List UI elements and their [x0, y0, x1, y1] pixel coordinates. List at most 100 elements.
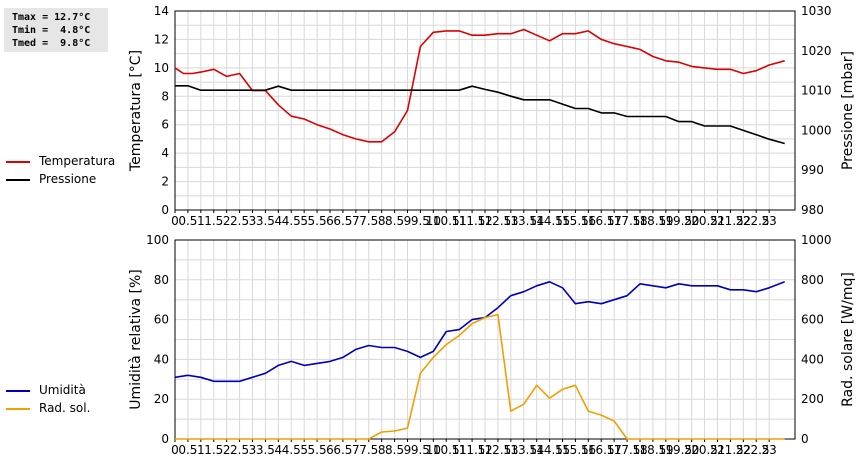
x-tick-label-bottom-31: 15.5	[562, 443, 589, 457]
x-tick-label-bottom-3: 1.5	[204, 443, 223, 457]
x-tick-label-bottom-28: 14	[529, 443, 544, 457]
x-tick-label-top-40: 20	[684, 214, 699, 228]
x-tick-label-bottom-32: 16	[581, 443, 596, 457]
x-tick-label-bottom-44: 22	[736, 443, 751, 457]
y2-tick-label-bottom-1: 200	[801, 392, 824, 406]
x-tick-label-top-27: 13.5	[510, 214, 537, 228]
x-tick-label-bottom-8: 4	[275, 443, 283, 457]
x-tick-label-top-15: 7.5	[359, 214, 378, 228]
chart-bottom: 0 0.5 1 1.5 2 2.5 3 3.5 4 4.5 5 5.5 6 6.5 7 7.5 8 8.5 9 9.5…	[128, 233, 856, 457]
x-tick-label-bottom-22: 11	[452, 443, 467, 457]
x-tick-label-top-12: 6	[326, 214, 334, 228]
x-tick-label-top-19: 9.5	[411, 214, 430, 228]
x-tick-label-bottom-0: 0	[171, 443, 179, 457]
x-tick-label-bottom-12: 6	[326, 443, 334, 457]
legend-swatch-umidita	[6, 390, 30, 392]
stats-box: Tmax = 12.7°C Tmin = 4.8°C Tmed = 9.8°C	[4, 8, 108, 52]
x-tick-label-top-22: 11	[452, 214, 467, 228]
x-tick-label-bottom-35: 17.5	[614, 443, 641, 457]
x-tick-label-bottom-36: 18	[632, 443, 647, 457]
x-tick-label-bottom-17: 8.5	[385, 443, 404, 457]
x-tick-label-bottom-39: 19.5	[665, 443, 692, 457]
y-tick-label-top-1: 2	[161, 175, 169, 189]
x-tick-label-top-24: 12	[477, 214, 492, 228]
y2-axis-title-top: Pressione [mbar]	[840, 51, 856, 170]
series-line-umidit	[174, 280, 785, 383]
chart-top: 0 0.5 1 1.5 2 2.5 3 3.5 4 4.5 5 5.5 6 6.5 7 7.5 8 8.5 9 9.5…	[128, 4, 856, 228]
x-tick-label-top-30: 15	[555, 214, 570, 228]
y-tick-label-top-0: 0	[161, 203, 169, 217]
x-tick-label-top-5: 2.5	[230, 214, 249, 228]
y-tick-label-top-6: 12	[154, 32, 169, 46]
x-tick-label-top-8: 4	[275, 214, 283, 228]
x-tick-label-bottom-5: 2.5	[230, 443, 249, 457]
x-tick-label-bottom-33: 16.5	[588, 443, 615, 457]
x-tick-label-bottom-42: 21	[710, 443, 725, 457]
x-tick-label-bottom-43: 21.5	[717, 443, 744, 457]
y2-tick-label-top-5: 1030	[801, 4, 832, 18]
y2-tick-label-bottom-0: 0	[801, 432, 809, 446]
x-tick-label-bottom-16: 8	[378, 443, 386, 457]
y-tick-label-bottom-0: 0	[161, 432, 169, 446]
x-tick-label-top-37: 18.5	[640, 214, 667, 228]
x-tick-label-top-33: 16.5	[588, 214, 615, 228]
x-tick-label-bottom-45: 22.5	[743, 443, 770, 457]
y-tick-label-top-7: 14	[154, 4, 169, 18]
x-tick-label-top-41: 20.5	[691, 214, 718, 228]
x-tick-label-top-6: 3	[249, 214, 257, 228]
x-tick-label-top-23: 11.5	[459, 214, 486, 228]
legend-label-pressione: Pressione	[39, 172, 97, 186]
x-tick-label-bottom-14: 7	[352, 443, 360, 457]
x-tick-label-bottom-27: 13.5	[510, 443, 537, 457]
y2-tick-label-bottom-3: 600	[801, 313, 824, 327]
legend-swatch-pressione	[6, 179, 30, 181]
x-tick-label-top-16: 8	[378, 214, 386, 228]
x-tick-label-bottom-21: 10.5	[433, 443, 460, 457]
x-tick-label-top-28: 14	[529, 214, 544, 228]
x-tick-label-top-21: 10.5	[433, 214, 460, 228]
x-tick-label-top-11: 5.5	[308, 214, 327, 228]
x-tick-label-top-10: 5	[300, 214, 308, 228]
x-tick-label-bottom-46: 23	[762, 443, 777, 457]
tmax-text: Tmax = 12.7°C	[12, 12, 91, 23]
x-tick-label-top-45: 22.5	[743, 214, 770, 228]
y2-axis-title-bottom: Rad. solare [W/mq]	[840, 272, 856, 407]
x-tick-label-top-44: 22	[736, 214, 751, 228]
legend-label-umidita: Umidità	[39, 383, 86, 397]
x-tick-label-bottom-38: 19	[658, 443, 673, 457]
x-tick-label-top-4: 2	[223, 214, 231, 228]
x-tick-label-top-39: 19.5	[665, 214, 692, 228]
y2-tick-label-bottom-4: 800	[801, 273, 824, 287]
x-tick-label-bottom-4: 2	[223, 443, 231, 457]
y2-tick-label-top-2: 1000	[801, 123, 832, 137]
x-tick-label-bottom-19: 9.5	[411, 443, 430, 457]
x-tick-label-top-14: 7	[352, 214, 360, 228]
x-tick-label-bottom-30: 15	[555, 443, 570, 457]
x-tick-label-bottom-18: 9	[404, 443, 412, 457]
x-tick-label-top-9: 4.5	[282, 214, 301, 228]
y-tick-label-top-3: 6	[161, 118, 169, 132]
x-tick-label-top-46: 23	[762, 214, 777, 228]
y2-tick-label-bottom-5: 1000	[801, 233, 832, 247]
y2-tick-label-bottom-2: 400	[801, 352, 824, 366]
series-line-rad-sol	[175, 313, 785, 440]
x-tick-label-bottom-2: 1	[197, 443, 205, 457]
x-tick-label-top-34: 17	[607, 214, 622, 228]
x-tick-label-top-20: 10	[426, 214, 441, 228]
x-tick-label-top-18: 9	[404, 214, 412, 228]
x-tick-label-top-29: 14.5	[536, 214, 563, 228]
y-tick-label-bottom-1: 20	[154, 392, 169, 406]
x-tick-label-bottom-29: 14.5	[536, 443, 563, 457]
x-tick-label-top-26: 13	[503, 214, 518, 228]
y-tick-label-bottom-3: 60	[154, 313, 169, 327]
y2-tick-label-top-0: 980	[801, 203, 824, 217]
x-tick-label-top-1: 0.5	[178, 214, 197, 228]
y2-tick-label-top-4: 1020	[801, 44, 832, 58]
x-tick-label-bottom-1: 0.5	[178, 443, 197, 457]
y-tick-label-bottom-2: 40	[154, 352, 169, 366]
x-tick-label-top-0: 0	[171, 214, 179, 228]
x-tick-label-bottom-40: 20	[684, 443, 699, 457]
y-tick-label-top-5: 10	[154, 61, 169, 75]
x-tick-label-bottom-37: 18.5	[640, 443, 667, 457]
